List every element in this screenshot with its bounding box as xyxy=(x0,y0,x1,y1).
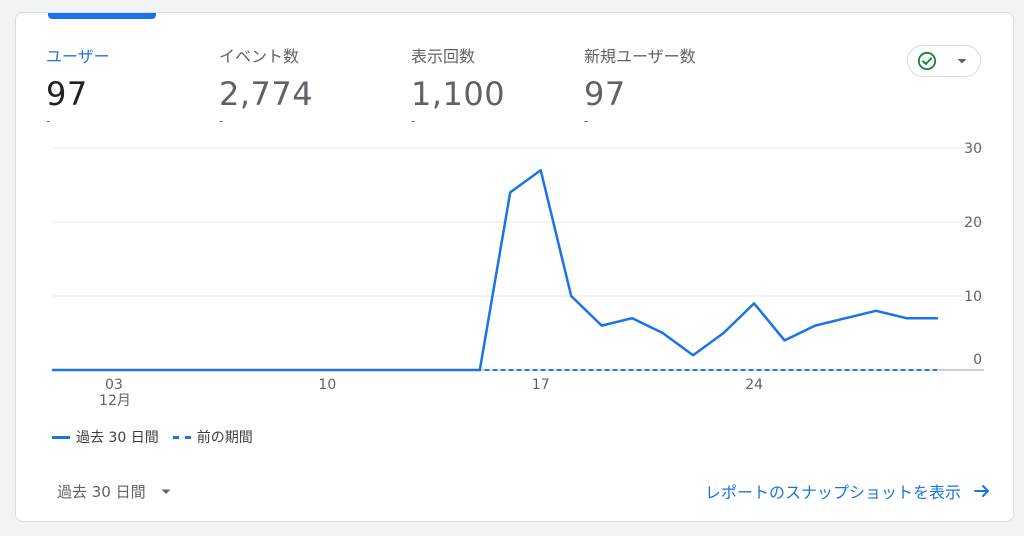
x-tick-label: 17 xyxy=(532,377,550,393)
x-tick-sublabel: 12月 xyxy=(99,393,131,409)
legend-label-current: 過去 30 日間 xyxy=(76,430,159,446)
legend-dashed-swatch xyxy=(172,435,191,439)
data-quality-dropdown[interactable] xyxy=(907,45,981,77)
legend-item-current: 過去 30 日間 xyxy=(52,427,159,447)
metric-change: - xyxy=(219,114,224,128)
x-tick-label: 24 xyxy=(745,377,763,393)
date-range-label: 過去 30 日間 xyxy=(57,483,146,501)
metric-tab-event-count[interactable]: イベント数 2,774 - xyxy=(219,43,313,127)
metric-tab-users[interactable]: ユーザー 97 - xyxy=(46,43,110,127)
x-tick-label: 10 xyxy=(318,377,336,393)
metric-label: ユーザー xyxy=(46,47,110,66)
arrow-right-icon xyxy=(974,485,989,497)
caret-down-icon xyxy=(957,59,967,64)
metric-change: - xyxy=(411,114,416,128)
legend-label-previous: 前の期間 xyxy=(196,430,253,446)
metric-label: 新規ユーザー数 xyxy=(584,47,696,66)
metric-tab-new-users[interactable]: 新規ユーザー数 97 - xyxy=(584,43,696,127)
current-period-line xyxy=(51,168,939,372)
date-range-dropdown[interactable]: 過去 30 日間 xyxy=(57,481,172,502)
metric-value: 2,774 xyxy=(219,75,314,113)
view-snapshot-label: レポートのスナップショットを表示 xyxy=(704,483,961,502)
metric-value: 97 xyxy=(46,75,88,113)
y-tick-label: 0 xyxy=(973,352,982,368)
metric-label: 表示回数 xyxy=(411,47,476,66)
metric-label: イベント数 xyxy=(219,47,300,66)
y-tick-label: 30 xyxy=(964,141,982,157)
metric-value: 97 xyxy=(584,75,626,113)
y-tick-label: 10 xyxy=(964,289,982,305)
metric-tab-views[interactable]: 表示回数 1,100 - xyxy=(411,43,505,127)
legend-solid-swatch xyxy=(52,435,70,439)
legend-item-previous: 前の期間 xyxy=(172,427,253,447)
y-tick-label: 20 xyxy=(964,215,982,231)
view-snapshot-link[interactable]: レポートのスナップショットを表示 xyxy=(705,479,991,503)
metric-change: - xyxy=(46,114,51,128)
check-circle-icon xyxy=(917,51,937,71)
chart-legend: 過去 30 日間 前の期間 xyxy=(52,427,267,447)
metric-value: 1,100 xyxy=(411,75,506,113)
x-tick-label: 03 xyxy=(105,377,123,393)
metric-change: - xyxy=(584,114,589,128)
users-overview-card: ユーザー 97 - イベント数 2,774 - 表示回数 1,100 - 新規ユ… xyxy=(15,12,1014,522)
caret-down-icon xyxy=(161,489,171,494)
active-metric-indicator xyxy=(48,13,156,19)
